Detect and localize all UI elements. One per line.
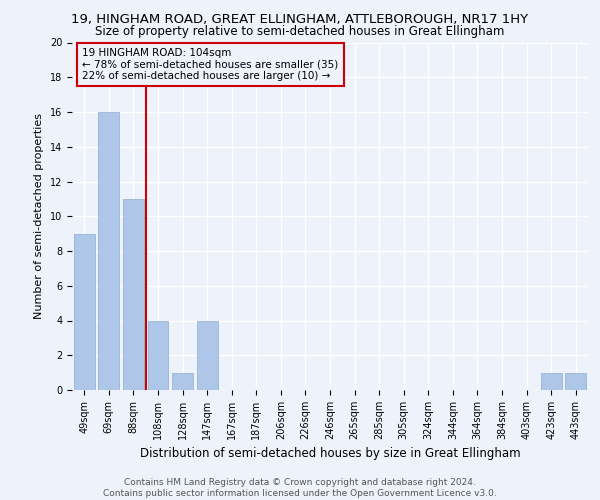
Text: Size of property relative to semi-detached houses in Great Ellingham: Size of property relative to semi-detach… xyxy=(95,25,505,38)
Bar xyxy=(148,320,169,390)
X-axis label: Distribution of semi-detached houses by size in Great Ellingham: Distribution of semi-detached houses by … xyxy=(140,448,520,460)
Bar xyxy=(565,372,586,390)
Text: 19 HINGHAM ROAD: 104sqm
← 78% of semi-detached houses are smaller (35)
22% of se: 19 HINGHAM ROAD: 104sqm ← 78% of semi-de… xyxy=(82,48,338,81)
Bar xyxy=(74,234,95,390)
Text: 19, HINGHAM ROAD, GREAT ELLINGHAM, ATTLEBOROUGH, NR17 1HY: 19, HINGHAM ROAD, GREAT ELLINGHAM, ATTLE… xyxy=(71,12,529,26)
Bar xyxy=(197,320,218,390)
Text: Contains HM Land Registry data © Crown copyright and database right 2024.
Contai: Contains HM Land Registry data © Crown c… xyxy=(103,478,497,498)
Bar xyxy=(98,112,119,390)
Bar xyxy=(172,372,193,390)
Y-axis label: Number of semi-detached properties: Number of semi-detached properties xyxy=(34,114,44,320)
Bar xyxy=(541,372,562,390)
Bar xyxy=(123,199,144,390)
